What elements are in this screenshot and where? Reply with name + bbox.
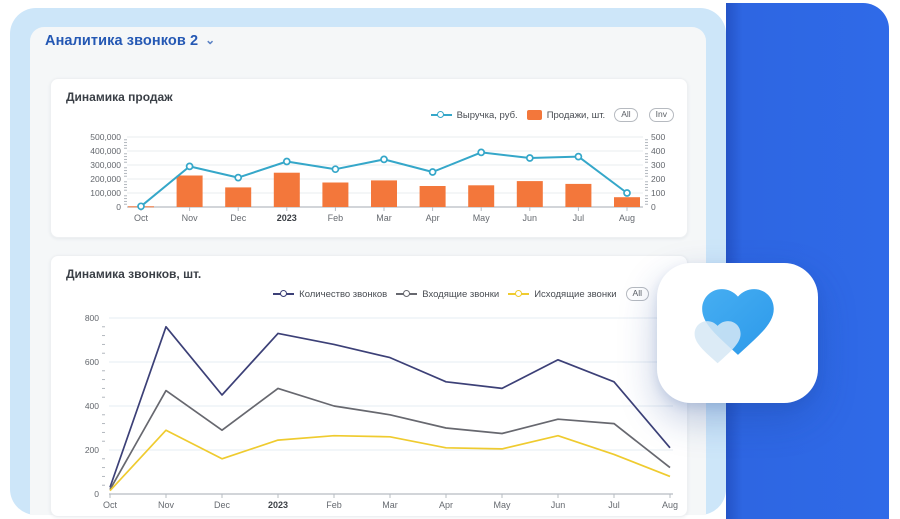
hearts-app-logo (657, 263, 818, 403)
svg-text:0: 0 (651, 202, 656, 212)
svg-text:Aug: Aug (619, 213, 635, 223)
svg-text:May: May (473, 213, 491, 223)
svg-text:2023: 2023 (268, 500, 288, 510)
svg-text:0: 0 (94, 489, 99, 499)
svg-text:200,000: 200,000 (90, 174, 121, 184)
svg-text:May: May (493, 500, 511, 510)
line-marker-icon (430, 111, 452, 120)
svg-text:Mar: Mar (376, 213, 392, 223)
svg-text:Mar: Mar (382, 500, 398, 510)
sales-combo-chart[interactable]: 500,000 400,000 300,000 200,000 100,000 0 500 4… (51, 123, 689, 237)
svg-text:400: 400 (651, 146, 665, 156)
sales-chart-title: Динамика продаж (66, 90, 173, 104)
legend-item[interactable]: Выручка, руб. (430, 109, 518, 121)
svg-text:Dec: Dec (230, 213, 247, 223)
svg-text:400: 400 (85, 401, 99, 411)
brand-side-panel (726, 3, 889, 519)
dashboard-title-dropdown[interactable]: Аналитика звонков 2 ⌄ (45, 33, 215, 49)
svg-text:Oct: Oct (103, 500, 118, 510)
line-marker-icon (273, 290, 295, 299)
legend-item[interactable]: Продажи, шт. (526, 109, 606, 121)
svg-text:Nov: Nov (182, 213, 199, 223)
svg-text:Feb: Feb (328, 213, 344, 223)
page-title: Аналитика звонков 2 (45, 33, 199, 49)
svg-text:2023: 2023 (277, 213, 297, 223)
svg-text:0: 0 (116, 202, 121, 212)
chevron-down-icon: ⌄ (205, 33, 216, 47)
svg-text:Oct: Oct (134, 213, 149, 223)
all-button[interactable]: All (625, 286, 649, 302)
svg-text:100,000: 100,000 (90, 188, 121, 198)
dashboard-surface: Аналитика звонков 2 ⌄ Динамика продаж Вы… (30, 27, 706, 517)
svg-text:300,000: 300,000 (90, 160, 121, 170)
svg-text:800: 800 (85, 313, 99, 323)
svg-text:Dec: Dec (214, 500, 231, 510)
hearts-logo-graphic (694, 289, 774, 364)
calls-chart-legend: Количество звонков Входящие звонки Исходящ… (273, 286, 649, 302)
svg-text:Jun: Jun (523, 213, 538, 223)
svg-text:600: 600 (85, 357, 99, 367)
legend-item[interactable]: Исходящие звонки (508, 288, 617, 300)
svg-text:300: 300 (651, 160, 665, 170)
legend-label: Выручка, руб. (456, 109, 518, 121)
svg-text:Apr: Apr (439, 500, 453, 510)
svg-text:Jul: Jul (573, 213, 585, 223)
svg-text:500: 500 (651, 132, 665, 142)
legend-label: Исходящие звонки (534, 288, 617, 300)
sales-dynamics-card: Динамика продаж Выручка, руб. Продажи, шт… (50, 78, 688, 238)
legend-label: Продажи, шт. (546, 109, 606, 121)
svg-text:200: 200 (651, 174, 665, 184)
svg-text:Jul: Jul (608, 500, 620, 510)
calls-dynamics-card: Динамика звонков, шт. Количество звонков… (50, 255, 688, 517)
svg-text:500,000: 500,000 (90, 132, 121, 142)
svg-text:Jun: Jun (551, 500, 566, 510)
calls-chart-title: Динамика звонков, шт. (66, 267, 202, 281)
svg-text:Apr: Apr (426, 213, 440, 223)
legend-label: Входящие звонки (422, 288, 500, 300)
bar-swatch-icon (526, 110, 542, 120)
svg-text:200: 200 (85, 445, 99, 455)
svg-text:100: 100 (651, 188, 665, 198)
inv-button[interactable]: Inv (648, 107, 674, 123)
line-marker-icon (508, 290, 530, 299)
svg-text:Feb: Feb (326, 500, 342, 510)
small-heart-icon (694, 321, 741, 364)
line-marker-icon (396, 290, 418, 299)
calls-line-chart[interactable]: 800 600 400 200 0 Oct Nov Dec 2023 Feb Mar Apr May Ju… (51, 296, 689, 517)
legend-label: Количество звонков (299, 288, 388, 300)
all-button[interactable]: All (614, 107, 638, 123)
sales-chart-legend: Выручка, руб. Продажи, шт. All Inv (430, 107, 674, 123)
big-heart-icon (702, 289, 774, 355)
legend-item[interactable]: Входящие звонки (396, 289, 499, 300)
svg-text:Nov: Nov (158, 500, 175, 510)
svg-text:Aug: Aug (662, 500, 678, 510)
legend-item[interactable]: Количество звонков (273, 289, 387, 300)
svg-text:400,000: 400,000 (90, 146, 121, 156)
